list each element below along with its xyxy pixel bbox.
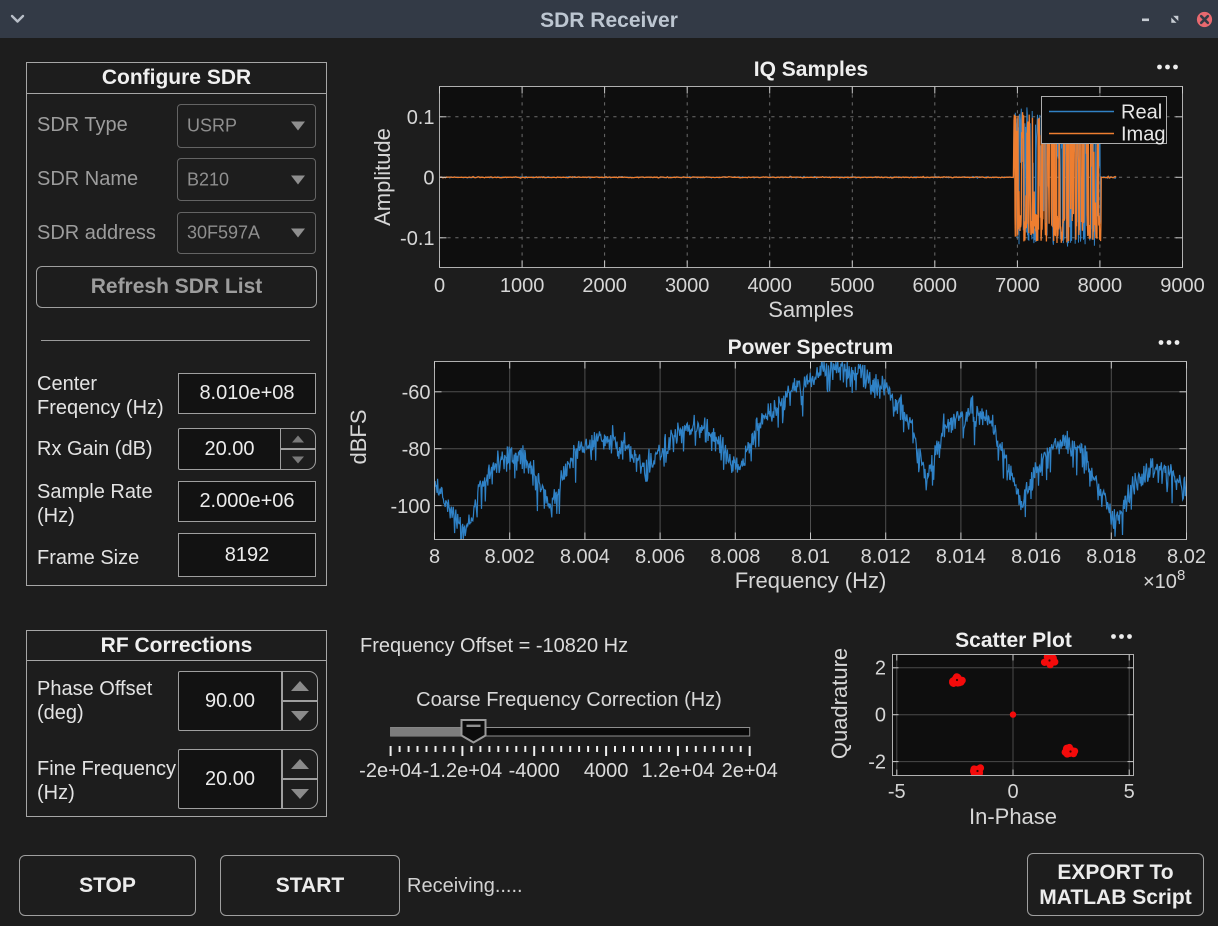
svg-text:8.02: 8.02 <box>1167 546 1206 568</box>
svg-text:Imag: Imag <box>1121 124 1165 146</box>
svg-text:dBFS: dBFS <box>346 409 371 464</box>
svg-text:2: 2 <box>875 658 886 680</box>
svg-text:0.1: 0.1 <box>407 107 435 129</box>
svg-text:-80: -80 <box>402 439 431 461</box>
svg-text:8.004: 8.004 <box>560 546 610 568</box>
svg-text:-1.2e+04: -1.2e+04 <box>423 760 503 782</box>
svg-text:-100: -100 <box>390 496 430 518</box>
svg-text:8.016: 8.016 <box>1011 546 1061 568</box>
svg-text:8.012: 8.012 <box>861 546 911 568</box>
svg-text:8000: 8000 <box>1078 275 1123 297</box>
svg-text:Quadrature: Quadrature <box>827 648 852 759</box>
svg-text:8.014: 8.014 <box>936 546 986 568</box>
svg-text:8.008: 8.008 <box>710 546 760 568</box>
svg-text:8.006: 8.006 <box>635 546 685 568</box>
svg-text:0: 0 <box>423 168 434 190</box>
svg-text:-5: -5 <box>888 781 906 803</box>
svg-text:IQ Samples: IQ Samples <box>754 58 868 81</box>
svg-text:0: 0 <box>434 275 445 297</box>
svg-text:Amplitude: Amplitude <box>370 128 395 226</box>
svg-text:Scatter Plot: Scatter Plot <box>955 629 1072 652</box>
svg-text:Real: Real <box>1121 102 1162 124</box>
svg-text:-4000: -4000 <box>509 760 560 782</box>
svg-text:6000: 6000 <box>913 275 958 297</box>
svg-text:8.002: 8.002 <box>485 546 535 568</box>
svg-text:8: 8 <box>429 546 440 568</box>
svg-text:0: 0 <box>875 704 886 726</box>
svg-text:4000: 4000 <box>584 760 629 782</box>
svg-text:2000: 2000 <box>582 275 627 297</box>
svg-text:7000: 7000 <box>995 275 1040 297</box>
svg-text:1.2e+04: 1.2e+04 <box>641 760 714 782</box>
svg-text:8.01: 8.01 <box>791 546 830 568</box>
svg-text:5: 5 <box>1124 781 1135 803</box>
svg-text:Power Spectrum: Power Spectrum <box>728 336 894 359</box>
svg-text:0: 0 <box>1007 781 1018 803</box>
svg-text:8.018: 8.018 <box>1086 546 1136 568</box>
svg-text:-2e+04: -2e+04 <box>359 760 422 782</box>
svg-text:×108: ×108 <box>1143 567 1185 593</box>
svg-text:-2: -2 <box>868 751 886 773</box>
svg-text:-60: -60 <box>402 382 431 404</box>
svg-text:5000: 5000 <box>830 275 875 297</box>
svg-text:9000: 9000 <box>1160 275 1205 297</box>
svg-text:In-Phase: In-Phase <box>969 804 1057 829</box>
svg-text:3000: 3000 <box>665 275 710 297</box>
svg-text:Samples: Samples <box>768 297 854 322</box>
svg-text:1000: 1000 <box>500 275 545 297</box>
svg-text:4000: 4000 <box>747 275 792 297</box>
svg-text:Frequency (Hz): Frequency (Hz) <box>735 568 887 593</box>
svg-text:-0.1: -0.1 <box>400 228 434 250</box>
svg-text:2e+04: 2e+04 <box>722 760 778 782</box>
